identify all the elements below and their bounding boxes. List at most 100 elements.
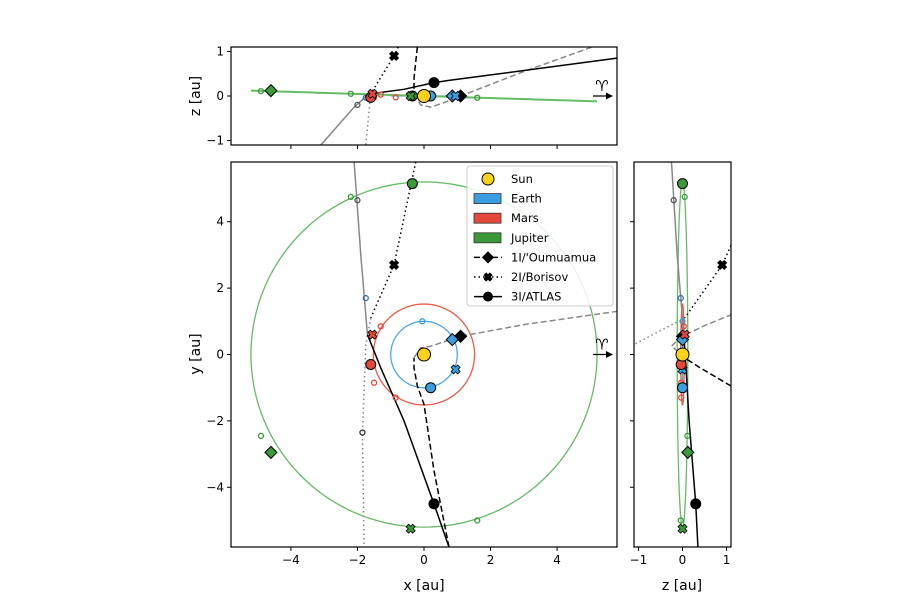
jupiter-1i-epoch--marker: [264, 445, 278, 460]
top-y-tick-label: −1: [206, 134, 224, 148]
2i-borisov-marker: [388, 50, 400, 61]
main-y-tick-label: 4: [216, 215, 224, 229]
1i-oumuamua-trajectory-inbound: [684, 357, 732, 387]
top-ylabel: z [au]: [188, 76, 204, 116]
top-y-tick-label: 0: [216, 89, 224, 103]
jupiter-3i-epoch--marker: [406, 178, 418, 190]
sun-marker: [417, 347, 431, 362]
small-epoch-marker: [347, 193, 354, 200]
legend-label: Mars: [511, 211, 539, 225]
mars-2i-epoch--marker: [367, 88, 378, 99]
small-epoch-marker: [474, 517, 481, 524]
3i-atlas-trajectory-outbound: [353, 161, 369, 335]
main-y-tick-label: −4: [206, 480, 224, 494]
jupiter-1i-epoch--marker: [681, 445, 695, 460]
2i-borisov-trajectory-outbound: [361, 317, 372, 548]
legend: Sun Earth Mars Jupiter 1I/'Oumuamua 2I/Boriso…: [466, 165, 614, 307]
small-epoch-marker: [681, 193, 688, 200]
small-epoch-marker: [354, 197, 361, 204]
side-xlabel: z [au]: [662, 578, 702, 594]
legend-label: Sun: [511, 172, 533, 186]
legend-sun-symbol: [481, 172, 495, 186]
mars-2i-epoch--marker: [679, 329, 690, 340]
small-epoch-marker: [257, 432, 265, 439]
legend-label: 2I/Borisov: [511, 270, 568, 284]
jupiter-2i-epoch--marker: [405, 90, 416, 102]
legend-3i-atlas-marker: [483, 291, 493, 302]
jupiter-2i-epoch--marker: [677, 523, 688, 534]
small-epoch-marker: [684, 432, 691, 439]
xz-panel: −1 0 1 ♈: [206, 44, 618, 149]
side-x-tick-label: −1: [630, 553, 648, 567]
jupiter-2i-epoch--marker: [405, 523, 416, 534]
main-x-tick-label: 2: [487, 553, 495, 567]
side-x-tick-label: 1: [723, 553, 731, 567]
legend-earth-patch: [473, 193, 502, 205]
earth-1i-epoch--marker: [445, 332, 459, 347]
small-epoch-marker: [680, 323, 687, 330]
legend-2i-borisov-marker: [483, 272, 493, 282]
top-plot-area: [250, 46, 618, 146]
small-epoch-marker: [474, 94, 481, 101]
1i-oumuamua-trajectory-inbound: [413, 46, 419, 94]
earth-2i-epoch--marker: [450, 90, 461, 102]
main-x-tick-label: 0: [420, 553, 428, 567]
side-plot-area: [633, 161, 732, 548]
legend-label: 3I/ATLAS: [511, 290, 561, 304]
arrowhead-icon: [606, 351, 613, 358]
earth-orbit: [390, 320, 458, 389]
small-epoch-marker: [362, 294, 369, 302]
top-y-tick-label: 1: [216, 44, 224, 58]
mars-2i-epoch--marker: [367, 329, 378, 340]
legend-label: 1I/'Oumuamua: [511, 250, 596, 264]
vernal-equinox-symbol: ♈: [595, 77, 608, 95]
earth-3i-epoch--marker: [425, 382, 437, 394]
vernal-equinox-symbol: ♈: [595, 336, 608, 354]
small-epoch-marker: [370, 379, 378, 386]
legend-box: [466, 165, 614, 307]
small-epoch-marker: [677, 517, 684, 524]
earth-2i-epoch--marker: [450, 364, 461, 375]
arrowhead-icon: [606, 92, 613, 100]
main-x-tick-label: −2: [349, 553, 367, 567]
main-y-tick-label: 2: [216, 281, 224, 295]
1i-oumuamua-trajectory-inbound: [413, 357, 450, 548]
legend-1i-oumuamua-marker: [481, 251, 495, 264]
3i-atlas-trajectory-inbound: [366, 334, 450, 548]
small-epoch-marker: [392, 394, 399, 401]
2i-borisov-marker: [717, 259, 728, 270]
earth-3i-epoch--marker: [677, 382, 688, 394]
small-epoch-marker: [377, 91, 384, 98]
legend-mars-patch: [473, 212, 502, 224]
legend-label: Earth: [511, 192, 542, 206]
small-epoch-marker: [392, 94, 399, 101]
1i-oumuamua-trajectory-outbound: [670, 314, 732, 359]
main-x-tick-label: −4: [282, 553, 300, 567]
3i-atlas-trajectory-outbound: [320, 94, 368, 146]
xy-panel: −4 −2 0 2 4 −4 −2 0 2 4 ♈: [206, 161, 618, 567]
mars-3i-epoch--marker: [365, 358, 377, 370]
jupiter-3i-epoch--marker: [677, 178, 688, 190]
3i-atlas-trajectory-inbound: [367, 57, 618, 96]
1i-oumuamua-trajectory-outbound: [413, 310, 618, 359]
2i-borisov-marker: [388, 259, 400, 270]
small-epoch-marker: [677, 294, 684, 302]
main-y-tick-label: −2: [206, 414, 224, 428]
main-y-tick-label: 0: [216, 348, 224, 362]
side-x-tick-label: 0: [679, 553, 687, 567]
3i-atlas-trajectory-outbound: [670, 161, 685, 335]
1i-oumuamua-marker: [453, 329, 468, 343]
small-epoch-marker: [377, 323, 384, 330]
sun-marker: [675, 347, 690, 362]
2i-borisov-trajectory-outbound: [633, 317, 686, 346]
small-epoch-marker: [354, 101, 361, 109]
small-epoch-marker: [419, 318, 426, 325]
2i-borisov-trajectory-inbound: [684, 245, 732, 319]
sun-marker: [417, 89, 431, 103]
small-epoch-marker: [678, 394, 685, 401]
3i-atlas-marker: [428, 77, 440, 89]
legend-jupiter-patch: [473, 232, 502, 244]
main-x-tick-label: 4: [553, 553, 561, 567]
1i-oumuamua-trajectory-outbound: [413, 46, 593, 108]
